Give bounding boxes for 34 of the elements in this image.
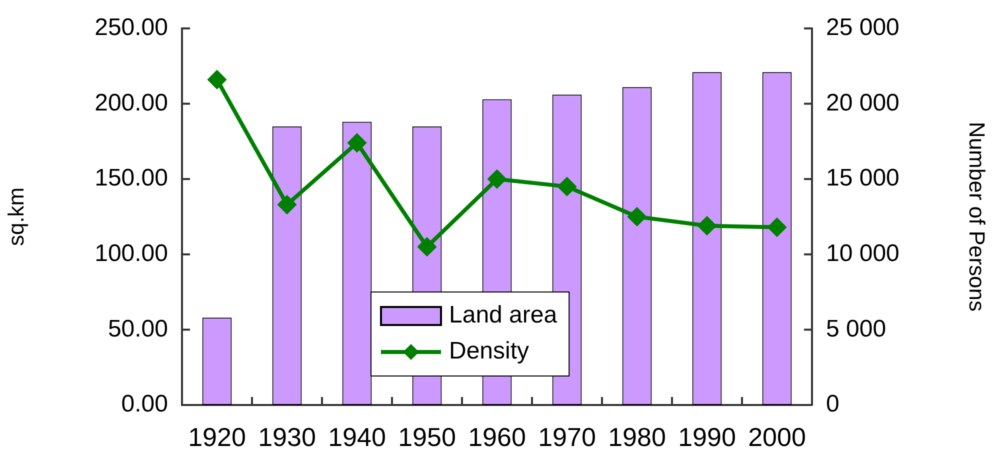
y2-tick-label: 15 000: [826, 164, 900, 192]
y2-tick-label: 25 000: [826, 14, 900, 42]
point: [208, 70, 226, 89]
point: [488, 170, 506, 188]
y-tick-label: 150.00: [94, 164, 168, 192]
legend-label: Density: [449, 338, 530, 365]
point: [348, 134, 366, 152]
point: [698, 216, 716, 235]
y-tick-label: 250.00: [94, 14, 168, 42]
x-tick-label: 1960: [468, 422, 526, 452]
x-tick-label: 1970: [538, 422, 596, 452]
legend-label: Land area: [449, 302, 558, 329]
x-tick-label: 1930: [258, 422, 316, 452]
x-tick-label: 2000: [748, 422, 806, 452]
y2-tick-label: 10 000: [826, 240, 900, 267]
point: [768, 218, 786, 236]
y-tick-label: 50.00: [108, 315, 168, 342]
y-tick-label: 0.00: [121, 390, 168, 418]
x-tick-label: 1980: [608, 422, 666, 452]
y2-tick-label: 5 000: [826, 315, 886, 342]
y2-tick-label: 20 000: [826, 89, 900, 116]
x-tick-label: 1920: [188, 422, 246, 452]
point: [628, 208, 646, 226]
y2-tick-label: 0: [826, 390, 840, 418]
point: [278, 196, 296, 214]
point: [558, 178, 576, 196]
y-axis-title: sq.km: [3, 187, 28, 246]
x-tick-label: 1950: [398, 422, 456, 452]
x-tick-label: 1990: [678, 422, 736, 452]
y-tick-label: 100.00: [94, 240, 168, 267]
x-tick-label: 1940: [328, 422, 386, 452]
point: [418, 238, 436, 256]
y-tick-label: 200.00: [94, 89, 168, 116]
y2-axis-title: Number of Persons: [964, 122, 990, 312]
